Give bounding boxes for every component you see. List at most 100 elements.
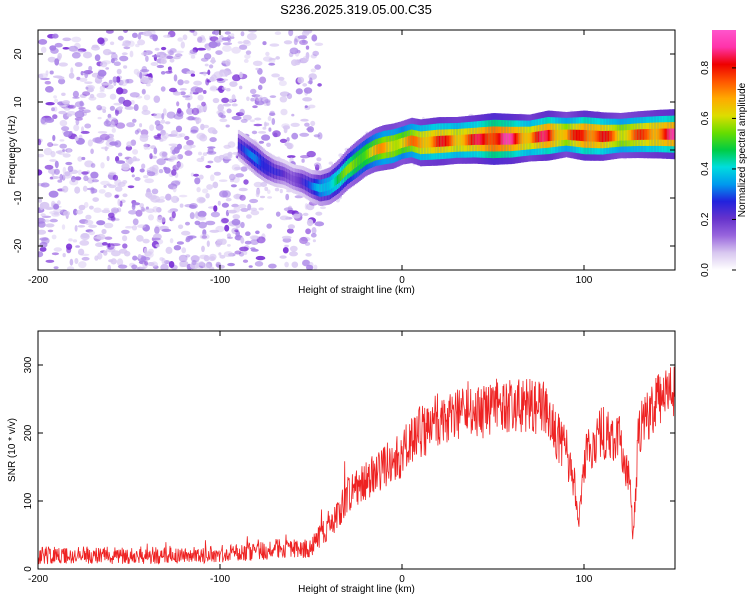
y-tick-label: 100: [23, 492, 34, 509]
noise-blob: [196, 132, 206, 140]
noise-blob: [70, 67, 74, 74]
ridge-cell: [370, 147, 373, 157]
noise-blob: [310, 68, 316, 73]
ridge-cell: [277, 169, 280, 176]
signal-ridge: [237, 109, 675, 206]
noise-blob: [141, 52, 148, 56]
ridge-cell: [584, 130, 587, 142]
noise-blob: [278, 80, 287, 87]
noise-blob: [61, 224, 66, 230]
noise-blob: [69, 258, 74, 266]
ridge-cell: [467, 134, 470, 146]
noise-blob: [74, 136, 79, 142]
colorbar-label: Normalized spectral amplitude: [737, 82, 748, 217]
noise-blob: [141, 163, 146, 169]
noise-blob: [286, 93, 293, 100]
noise-blob: [77, 169, 82, 175]
noise-blob: [59, 139, 65, 142]
noise-blob: [140, 256, 151, 261]
noise-blob: [82, 91, 91, 96]
noise-blob: [40, 46, 47, 53]
noise-blob: [78, 107, 86, 110]
noise-blob: [53, 247, 62, 252]
ridge-cell: [492, 133, 495, 145]
ridge-cell: [326, 182, 329, 191]
noise-blob: [38, 138, 42, 146]
y-tick-label: 200: [23, 424, 34, 441]
noise-blob: [306, 264, 314, 270]
noise-blob: [260, 96, 269, 104]
noise-blob: [51, 234, 57, 240]
noise-blob: [49, 159, 57, 162]
noise-blob: [195, 119, 200, 125]
noise-blob: [243, 179, 249, 185]
noise-blob: [122, 99, 132, 107]
noise-blob: [227, 244, 231, 247]
ridge-cell: [383, 142, 386, 153]
noise-blob: [141, 88, 146, 95]
noise-blob: [202, 188, 209, 194]
noise-blob: [239, 108, 245, 116]
noise-blob: [179, 194, 188, 198]
noise-blob: [172, 91, 182, 96]
noise-blob: [297, 76, 305, 84]
noise-blob: [130, 139, 137, 146]
noise-blob: [114, 186, 123, 192]
ridge-cell: [269, 165, 272, 173]
noise-blob: [305, 253, 312, 257]
noise-blob: [99, 85, 106, 91]
noise-blob: [130, 100, 135, 105]
noise-blob: [101, 209, 111, 214]
ridge-cell: [476, 133, 479, 145]
noise-blob: [166, 55, 174, 59]
noise-blob: [87, 139, 93, 147]
noise-blob: [91, 45, 100, 51]
ridge-cell: [498, 133, 501, 145]
noise-blob: [126, 122, 135, 128]
noise-blob: [280, 108, 288, 116]
ridge-cell: [264, 162, 267, 170]
noise-blob: [183, 144, 193, 151]
noise-blob: [122, 40, 131, 47]
noise-blob: [132, 118, 137, 123]
ridge-cell: [558, 129, 561, 141]
noise-blob: [289, 47, 299, 55]
noise-blob: [87, 177, 95, 184]
noise-blob: [179, 133, 186, 138]
noise-blob: [52, 134, 56, 142]
noise-blob: [53, 203, 60, 210]
noise-blob: [231, 94, 236, 102]
noise-blob: [180, 41, 185, 49]
noise-blob: [110, 121, 115, 128]
noise-blob: [268, 62, 276, 66]
noise-blob: [227, 153, 231, 160]
noise-blob: [121, 229, 130, 235]
noise-blob: [165, 246, 173, 254]
ridge-cell: [667, 128, 670, 140]
ridge-cell: [641, 129, 644, 140]
noise-blob: [207, 160, 214, 164]
ridge-cell: [542, 130, 545, 142]
ridge-cell: [543, 130, 546, 142]
noise-blob: [283, 127, 288, 134]
noise-blob: [302, 56, 309, 63]
noise-blob: [143, 175, 149, 179]
noise-blob: [282, 247, 289, 254]
noise-blob: [110, 215, 116, 222]
ridge-cell: [312, 182, 315, 191]
ridge-cell: [534, 131, 537, 143]
noise-blob: [115, 122, 126, 129]
colorbar-tick-label: 0.0: [700, 263, 711, 277]
noise-blob: [198, 221, 207, 229]
ridge-cell: [262, 161, 265, 169]
noise-blob: [156, 216, 166, 223]
noise-blob: [39, 201, 50, 209]
noise-blob: [310, 120, 316, 127]
ridge-cell: [258, 157, 261, 166]
noise-blob: [265, 51, 270, 57]
ridge-cell: [396, 139, 399, 150]
noise-blob: [189, 91, 193, 95]
noise-blob: [246, 33, 257, 41]
noise-blob: [51, 107, 55, 112]
noise-blob: [209, 76, 215, 82]
